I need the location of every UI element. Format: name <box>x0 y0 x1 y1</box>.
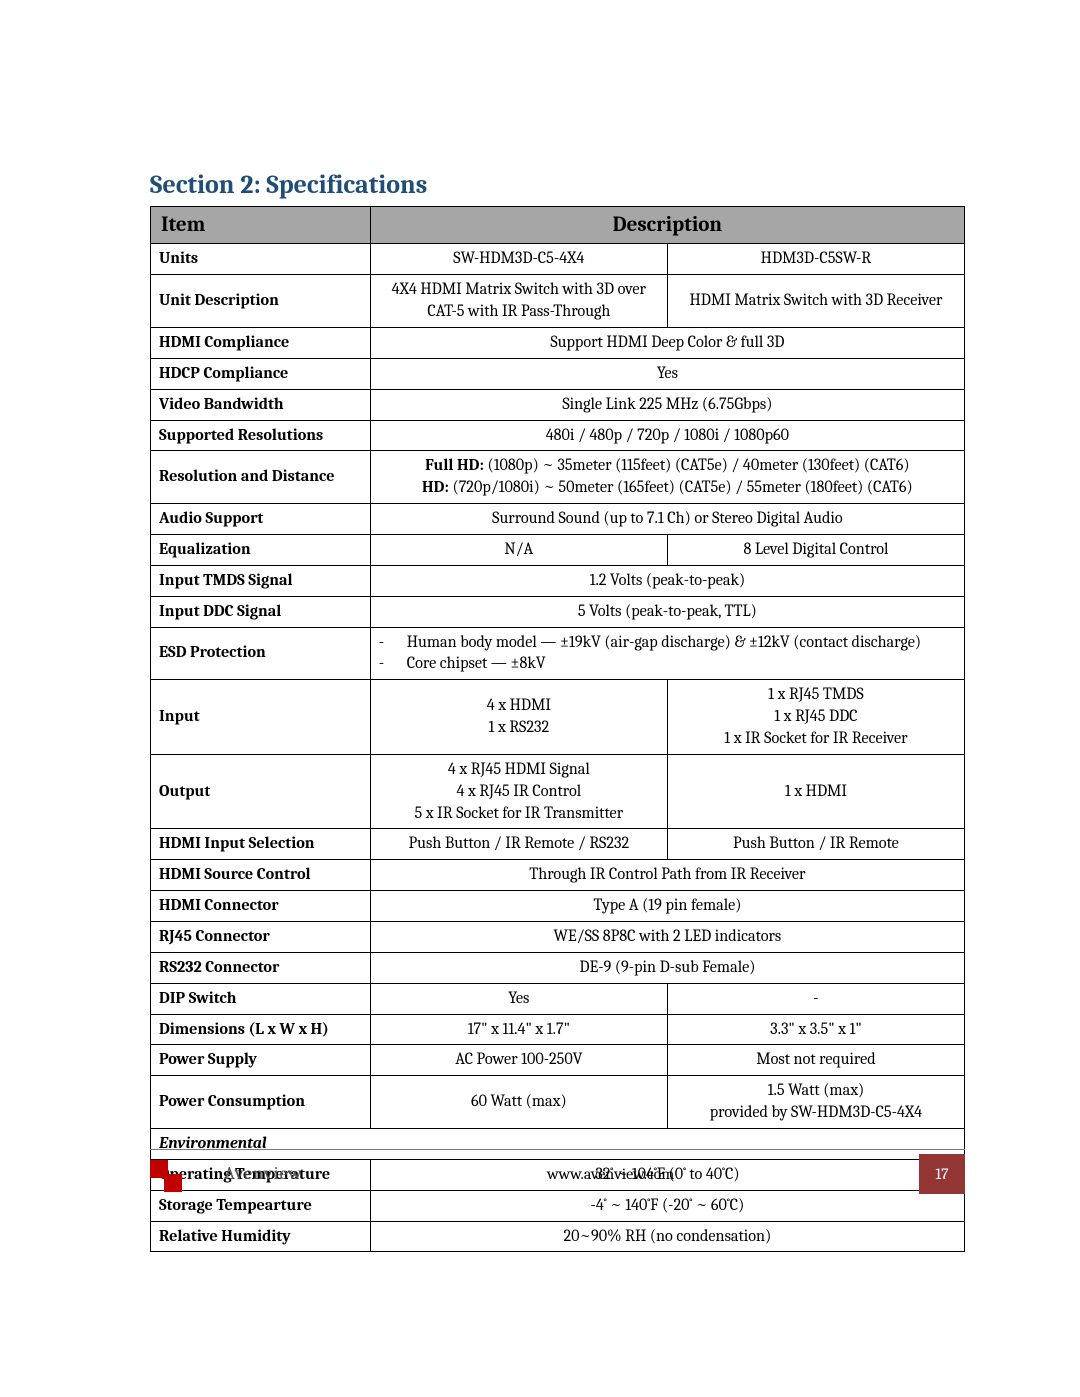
table-cell: 17" x 11.4" x 1.7" <box>370 1014 667 1045</box>
row-label: HDMI Connector <box>151 891 371 922</box>
table-row: Relative Humidity20~90% RH (no condensat… <box>151 1221 965 1252</box>
table-cell: Single Link 225 MHz (6.75Gbps) <box>370 389 964 420</box>
row-label: Supported Resolutions <box>151 420 371 451</box>
table-row: Input TMDS Signal1.2 Volts (peak-to-peak… <box>151 565 965 596</box>
brand-logo-icon <box>150 1154 200 1194</box>
table-row: Power SupplyAC Power 100-250VMost not re… <box>151 1045 965 1076</box>
row-label: Input <box>151 680 371 755</box>
row-label: Input TMDS Signal <box>151 565 371 596</box>
row-label: Resolution and Distance <box>151 451 371 504</box>
row-label: RJ45 Connector <box>151 921 371 952</box>
table-row: EqualizationN/A8 Level Digital Control <box>151 534 965 565</box>
row-label: ESD Protection <box>151 627 371 680</box>
th-item: Item <box>151 207 371 244</box>
section-title: Section 2: Specifications <box>150 170 965 200</box>
table-cell: AC Power 100-250V <box>370 1045 667 1076</box>
table-row: Dimensions (L x W x H)17" x 11.4" x 1.7"… <box>151 1014 965 1045</box>
table-cell: 4X4 HDMI Matrix Switch with 3D over CAT-… <box>370 275 667 328</box>
table-cell: 5 Volts (peak-to-peak, TTL) <box>370 596 964 627</box>
table-row: HDCP ComplianceYes <box>151 358 965 389</box>
table-row: Power Consumption60 Watt (max)1.5 Watt (… <box>151 1076 965 1129</box>
brand-name: Avenview <box>224 1163 302 1184</box>
table-row: Unit Description4X4 HDMI Matrix Switch w… <box>151 275 965 328</box>
table-cell: DE-9 (9-pin D-sub Female) <box>370 952 964 983</box>
table-cell: Support HDMI Deep Color & full 3D <box>370 327 964 358</box>
table-row: DIP SwitchYes- <box>151 983 965 1014</box>
table-cell: Yes <box>370 358 964 389</box>
footer-url: www.avenview.com <box>302 1165 919 1183</box>
table-row: HDMI ComplianceSupport HDMI Deep Color &… <box>151 327 965 358</box>
table-cell: Surround Sound (up to 7.1 Ch) or Stereo … <box>370 504 964 535</box>
table-row: RJ45 ConnectorWE/SS 8P8C with 2 LED indi… <box>151 921 965 952</box>
table-cell: 60 Watt (max) <box>370 1076 667 1129</box>
table-cell: Through IR Control Path from IR Receiver <box>370 860 964 891</box>
table-cell: Most not required <box>667 1045 964 1076</box>
table-cell: Full HD: (1080p) ~ 35meter (115feet) (CA… <box>370 451 964 504</box>
row-label: Unit Description <box>151 275 371 328</box>
row-label: Video Bandwidth <box>151 389 371 420</box>
th-desc: Description <box>370 207 964 244</box>
row-label: Units <box>151 244 371 275</box>
table-row: HDMI ConnectorType A (19 pin female) <box>151 891 965 922</box>
row-label: HDCP Compliance <box>151 358 371 389</box>
table-cell: - <box>667 983 964 1014</box>
table-row: Audio SupportSurround Sound (up to 7.1 C… <box>151 504 965 535</box>
table-row: Video BandwidthSingle Link 225 MHz (6.75… <box>151 389 965 420</box>
table-cell: WE/SS 8P8C with 2 LED indicators <box>370 921 964 952</box>
table-cell: 1 x HDMI <box>667 754 964 829</box>
row-label: Equalization <box>151 534 371 565</box>
table-row: Input DDC Signal5 Volts (peak-to-peak, T… <box>151 596 965 627</box>
table-row: Input4 x HDMI1 x RS2321 x RJ45 TMDS1 x R… <box>151 680 965 755</box>
row-label: Relative Humidity <box>151 1221 371 1252</box>
table-cell: 1.2 Volts (peak-to-peak) <box>370 565 964 596</box>
table-row: HDMI Source ControlThrough IR Control Pa… <box>151 860 965 891</box>
table-cell: 4 x RJ45 HDMI Signal4 x RJ45 IR Control5… <box>370 754 667 829</box>
table-cell: HDMI Matrix Switch with 3D Receiver <box>667 275 964 328</box>
table-cell: 3.3" x 3.5" x 1" <box>667 1014 964 1045</box>
row-label: Audio Support <box>151 504 371 535</box>
table-row: UnitsSW-HDM3D-C5-4X4HDM3D-C5SW-R <box>151 244 965 275</box>
table-cell: SW-HDM3D-C5-4X4 <box>370 244 667 275</box>
table-row: Output4 x RJ45 HDMI Signal4 x RJ45 IR Co… <box>151 754 965 829</box>
table-cell: Type A (19 pin female) <box>370 891 964 922</box>
row-label: HDMI Input Selection <box>151 829 371 860</box>
table-cell: 480i / 480p / 720p / 1080i / 1080p60 <box>370 420 964 451</box>
table-row: Supported Resolutions480i / 480p / 720p … <box>151 420 965 451</box>
row-label: Input DDC Signal <box>151 596 371 627</box>
spec-table: Item Description UnitsSW-HDM3D-C5-4X4HDM… <box>150 206 965 1252</box>
table-row: Resolution and DistanceFull HD: (1080p) … <box>151 451 965 504</box>
table-cell: HDM3D-C5SW-R <box>667 244 964 275</box>
row-label: HDMI Compliance <box>151 327 371 358</box>
row-label: Dimensions (L x W x H) <box>151 1014 371 1045</box>
table-cell: Human body model — ±19kV (air-gap discha… <box>370 627 964 680</box>
table-cell: 8 Level Digital Control <box>667 534 964 565</box>
table-cell: 4 x HDMI1 x RS232 <box>370 680 667 755</box>
row-label: RS232 Connector <box>151 952 371 983</box>
page-number: 17 <box>919 1154 965 1194</box>
page-footer: Avenview www.avenview.com 17 <box>150 1149 965 1197</box>
table-cell: 20~90% RH (no condensation) <box>370 1221 964 1252</box>
row-label: Output <box>151 754 371 829</box>
row-label: DIP Switch <box>151 983 371 1014</box>
table-row: HDMI Input SelectionPush Button / IR Rem… <box>151 829 965 860</box>
table-cell: Yes <box>370 983 667 1014</box>
row-label: Power Consumption <box>151 1076 371 1129</box>
row-label: Power Supply <box>151 1045 371 1076</box>
row-label: HDMI Source Control <box>151 860 371 891</box>
table-cell: 1 x RJ45 TMDS1 x RJ45 DDC1 x IR Socket f… <box>667 680 964 755</box>
table-cell: 1.5 Watt (max)provided by SW-HDM3D-C5-4X… <box>667 1076 964 1129</box>
table-cell: Push Button / IR Remote / RS232 <box>370 829 667 860</box>
table-cell: N/A <box>370 534 667 565</box>
table-row: RS232 ConnectorDE-9 (9-pin D-sub Female) <box>151 952 965 983</box>
table-row: ESD ProtectionHuman body model — ±19kV (… <box>151 627 965 680</box>
table-cell: Push Button / IR Remote <box>667 829 964 860</box>
